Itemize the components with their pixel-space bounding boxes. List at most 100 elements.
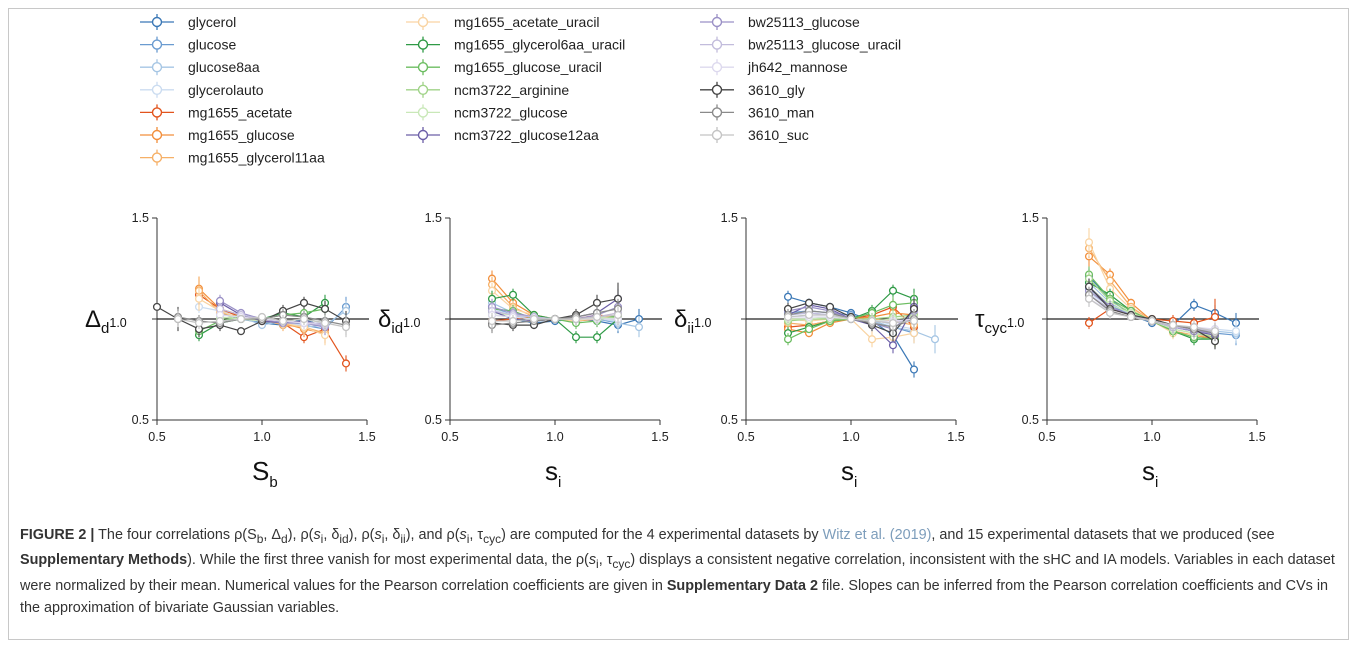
data-point: [508, 290, 518, 299]
x-tick-label: 0.5: [737, 430, 754, 444]
y-axis-label: τcyc1.0: [975, 306, 1024, 337]
x-tick-label: 1.5: [358, 430, 375, 444]
y-axis-label-sub: d: [101, 320, 109, 337]
data-point: [1231, 327, 1241, 336]
data-point: [571, 314, 581, 324]
y-axis-label-symbol: τ: [975, 306, 985, 333]
legend-label: glucose: [188, 37, 236, 53]
caption-sub: i: [320, 531, 324, 546]
data-point: [299, 314, 309, 324]
data-point: [152, 302, 162, 311]
legend-marker: [151, 129, 163, 141]
y-tick-label: 0.5: [132, 413, 149, 427]
data-point: [320, 304, 330, 313]
citation-link[interactable]: Witz et al. (2019): [822, 527, 932, 543]
data-point: [804, 310, 814, 320]
legend-label: jh642_mannose: [747, 59, 848, 75]
caption-text: ), ρ(: [348, 527, 375, 543]
data-point: [1105, 308, 1115, 317]
data-point: [867, 335, 877, 344]
data-point: [804, 298, 814, 307]
x-axis-label: si: [1142, 456, 1158, 491]
legend-marker: [151, 84, 163, 96]
data-point: [846, 314, 856, 324]
data-point: [888, 341, 898, 350]
legend-label: ncm3722_glucose12aa: [454, 127, 599, 143]
caption-text: ) displays a consistent negative correla…: [20, 552, 1335, 594]
caption-text: ), and ρ(: [405, 527, 460, 543]
data-point: [888, 286, 898, 295]
caption-text: , δ: [323, 527, 340, 543]
caption-text: ), ρ(: [287, 527, 314, 543]
caption-text: file. Slopes can be inferred from the Pe…: [20, 577, 1329, 616]
y-tick-label: 1.5: [425, 211, 442, 225]
caption-sub: b: [256, 531, 264, 546]
data-point: [1210, 312, 1220, 322]
x-axis-label: Sb: [252, 456, 278, 491]
y-tick-label: 1.5: [1022, 211, 1039, 225]
data-point: [529, 314, 539, 324]
data-point: [1126, 312, 1136, 322]
caption-sub: ii: [400, 531, 406, 546]
caption-text: , τ: [469, 527, 484, 543]
y-tick-label: 1.0: [109, 316, 126, 330]
legend-label: bw25113_glucose: [748, 14, 860, 30]
y-axis-label: Δd1.0: [85, 306, 127, 337]
data-point: [825, 310, 835, 320]
y-axis-label-symbol: δ: [378, 306, 391, 333]
data-point: [571, 333, 581, 342]
data-point: [173, 314, 183, 324]
data-point: [194, 294, 204, 303]
caption-var: s: [459, 527, 467, 543]
legend-marker: [151, 107, 163, 118]
series-3610_suc: [783, 310, 919, 332]
data-point: [508, 316, 518, 326]
legend-label: glycerolauto: [188, 82, 264, 98]
legend-marker: [711, 129, 723, 141]
legend-marker: [711, 84, 723, 96]
y-axis-label-sub: cyc: [984, 320, 1007, 337]
data-point: [867, 316, 877, 326]
data-point: [888, 300, 898, 309]
data-point: [1210, 327, 1220, 336]
y-axis-label: δid1.0: [378, 306, 420, 337]
x-tick-label: 1.0: [1143, 430, 1160, 444]
legend-marker: [711, 39, 723, 50]
legend-marker: [151, 16, 163, 28]
caption-sub: i: [466, 531, 470, 546]
caption-sub: cyc: [483, 531, 502, 546]
legend-label: mg1655_glycerol11aa: [188, 150, 325, 166]
legend-marker: [151, 152, 163, 163]
legend-label: mg1655_glucose: [188, 127, 295, 143]
y-tick-label: 1.5: [721, 211, 738, 225]
legend-label: bw25113_glucose_uracil: [748, 37, 901, 53]
series-3610_suc: [1084, 290, 1220, 340]
legend-marker: [417, 16, 429, 28]
data-point: [613, 310, 623, 320]
x-tick-label: 1.5: [947, 430, 964, 444]
caption-sub: i: [381, 531, 385, 546]
caption-text: The four correlations ρ(S: [94, 527, 257, 543]
x-axis-label-symbol: s: [1142, 456, 1155, 486]
data-point: [236, 327, 246, 336]
y-axis-label-sub: ii: [687, 320, 694, 337]
y-tick-label: 1.0: [403, 316, 420, 330]
data-point: [487, 316, 497, 326]
x-tick-label: 0.5: [148, 430, 165, 444]
supplementary-methods-ref: Supplementary Methods: [20, 552, 188, 569]
x-tick-label: 1.0: [546, 430, 563, 444]
legend-marker: [417, 107, 429, 118]
y-tick-label: 0.5: [425, 413, 442, 427]
data-point: [215, 316, 225, 326]
data-point: [783, 292, 793, 301]
legend-marker: [711, 107, 723, 118]
x-tick-label: 0.5: [1038, 430, 1055, 444]
y-axis-label-symbol: Δ: [85, 306, 101, 333]
data-point: [783, 335, 793, 344]
data-point: [634, 323, 644, 332]
legend-marker: [711, 61, 723, 73]
